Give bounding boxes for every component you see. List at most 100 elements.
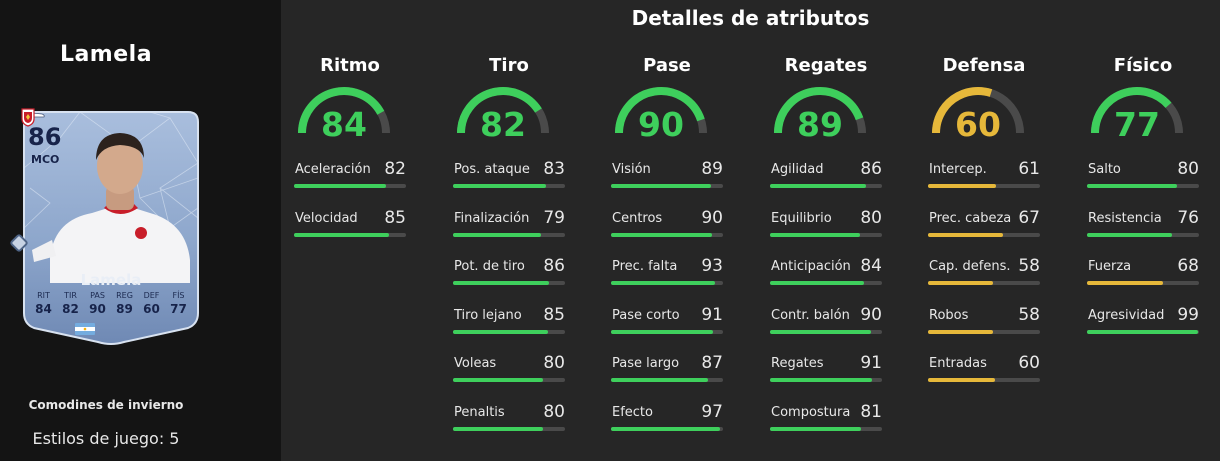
attribute-bar-fill xyxy=(611,378,709,383)
attribute-value: 90 xyxy=(701,207,723,228)
category-gauge: 77 xyxy=(1087,85,1199,144)
attribute-value: 97 xyxy=(701,402,723,422)
category-gauge: 60 xyxy=(928,85,1040,144)
player-portrait xyxy=(32,133,190,283)
attribute-row[interactable]: Voleas 80 xyxy=(453,353,565,386)
attribute-row[interactable]: Cap. defens. 58 xyxy=(928,256,1040,289)
attribute-bar-track xyxy=(928,184,1040,188)
category-value: 90 xyxy=(638,105,684,144)
attribute-bar-fill xyxy=(1087,329,1198,334)
category-0: Ritmo 84 xyxy=(294,55,406,144)
card-stats: RIT 84 TIR 82 PAS 90 REG 89 DEF 60 FÍS 7… xyxy=(31,291,191,316)
attribute-bar-fill xyxy=(928,184,997,188)
attribute-value: 83 xyxy=(543,159,565,179)
attribute-row[interactable]: Aceleración 82 xyxy=(294,159,406,192)
attribute-value: 87 xyxy=(701,353,723,374)
category-name: Físico xyxy=(1113,55,1173,76)
attribute-value: 76 xyxy=(1177,207,1199,228)
player-card[interactable]: 86 MCO Lamela RIT 84 TIR 82 PAS 90 REG 8… xyxy=(9,108,202,346)
card-stat-value: 82 xyxy=(62,302,79,316)
attribute-row[interactable]: Agilidad 86 xyxy=(770,159,882,192)
attribute-bar-track xyxy=(611,329,723,334)
attribute-bar-fill xyxy=(453,184,546,188)
attribute-row[interactable]: Efecto 97 xyxy=(611,402,723,435)
attribute-bar-fill xyxy=(928,232,1004,237)
card-stat-label: TIR xyxy=(64,291,77,300)
attribute-row[interactable]: Tiro lejano 85 xyxy=(453,305,565,338)
attribute-value: 61 xyxy=(1018,159,1040,179)
attribute-label: Pos. ataque xyxy=(454,162,530,177)
attribute-row[interactable]: Salto 80 xyxy=(1087,159,1199,192)
attribute-row[interactable]: Penaltis 80 xyxy=(453,402,565,435)
attribute-bar-track xyxy=(1087,184,1199,188)
attribute-bar-fill xyxy=(770,184,867,188)
attribute-bar-fill xyxy=(611,184,711,188)
attribute-row[interactable]: Pot. de tiro 86 xyxy=(453,256,565,289)
card-stat-tir: TIR 82 xyxy=(58,291,83,316)
attribute-bar-track xyxy=(928,232,1040,237)
attribute-bar-track xyxy=(611,378,723,383)
category-2: Pase 90 xyxy=(611,55,723,144)
attribute-row[interactable]: Robos 58 xyxy=(928,304,1040,338)
attribute-row[interactable]: Visión 89 xyxy=(611,159,723,192)
nation-flag-icon xyxy=(75,323,95,335)
attribute-bar-track xyxy=(453,232,565,237)
club-crest-icon xyxy=(21,108,35,127)
attribute-value: 80 xyxy=(860,207,882,228)
category-value: 77 xyxy=(1114,105,1160,144)
attribute-bar-track xyxy=(294,184,406,188)
card-stat-label: REG xyxy=(116,291,133,300)
attribute-bar-fill xyxy=(928,378,996,383)
attribute-bar-fill xyxy=(611,329,713,334)
attribute-row[interactable]: Compostura 81 xyxy=(770,402,882,435)
attribute-row[interactable]: Contr. balón 90 xyxy=(770,305,882,338)
attribute-row[interactable]: Pase largo 87 xyxy=(611,353,723,386)
attribute-label: Pase largo xyxy=(612,356,680,372)
attribute-row[interactable]: Pos. ataque 83 xyxy=(453,159,565,192)
attribute-label: Voleas xyxy=(454,356,497,372)
attribute-row[interactable]: Prec. cabeza 67 xyxy=(928,208,1040,241)
card-player-name: Lamela xyxy=(80,271,142,289)
attribute-label: Contr. balón xyxy=(771,307,850,323)
gauge-arc xyxy=(298,87,390,134)
attribute-row[interactable]: Anticipación 84 xyxy=(770,256,882,289)
category-gauge: 89 xyxy=(770,85,882,144)
attribute-label: Regates xyxy=(771,356,824,372)
attribute-row[interactable]: Prec. falta 93 xyxy=(611,256,723,289)
attribute-bar-track xyxy=(928,329,1040,334)
attribute-label: Penaltis xyxy=(454,405,505,420)
attribute-label: Agresividad xyxy=(1088,307,1165,323)
gauge-arc xyxy=(457,87,549,134)
gauge-fill xyxy=(1091,87,1172,134)
attribute-bar-fill xyxy=(611,427,720,431)
attribute-row[interactable]: Agresividad 99 xyxy=(1087,305,1199,338)
attribute-row[interactable]: Entradas 60 xyxy=(928,353,1040,386)
attribute-bar-fill xyxy=(928,281,993,286)
attribute-row[interactable]: Fuerza 68 xyxy=(1087,256,1199,289)
attribute-bar-track xyxy=(453,427,565,431)
attribute-label: Compostura xyxy=(771,405,851,420)
gauge-arc xyxy=(774,87,866,134)
attribute-row[interactable]: Equilibrio 80 xyxy=(770,207,882,241)
attribute-label: Tiro lejano xyxy=(454,307,522,323)
attribute-value: 84 xyxy=(860,256,882,277)
attribute-row[interactable]: Regates 91 xyxy=(770,353,882,386)
category-value: 84 xyxy=(321,105,367,144)
card-stat-label: RIT xyxy=(37,291,50,300)
attribute-bar-track xyxy=(1087,232,1199,237)
attribute-row[interactable]: Intercep. 61 xyxy=(928,159,1040,192)
card-stat-label: FÍS xyxy=(172,291,185,300)
attribute-label: Prec. falta xyxy=(612,259,678,275)
category-4: Defensa 60 xyxy=(928,55,1040,144)
attribute-row[interactable]: Velocidad 85 xyxy=(294,208,406,241)
card-stat-label: PAS xyxy=(90,291,105,300)
category-name: Regates xyxy=(784,55,868,76)
category-gauge: 82 xyxy=(453,85,565,144)
attribute-row[interactable]: Pase corto 91 xyxy=(611,305,723,338)
attribute-row[interactable]: Resistencia 76 xyxy=(1087,207,1199,241)
attribute-label: Centros xyxy=(612,210,663,226)
playstyles-count[interactable]: Estilos de juego: 5 xyxy=(32,429,180,448)
attribute-row[interactable]: Finalización 79 xyxy=(453,208,565,241)
attribute-value: 58 xyxy=(1018,304,1040,325)
attribute-row[interactable]: Centros 90 xyxy=(611,207,723,241)
